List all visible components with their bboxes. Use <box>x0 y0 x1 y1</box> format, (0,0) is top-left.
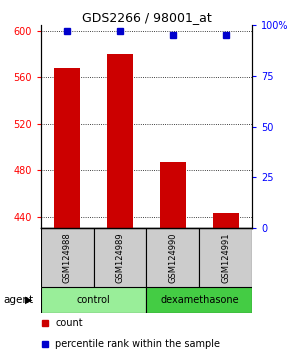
Text: GSM124991: GSM124991 <box>221 232 230 283</box>
Bar <box>200 228 252 287</box>
Text: control: control <box>77 295 110 305</box>
Text: agent: agent <box>3 295 33 305</box>
Text: count: count <box>55 319 83 329</box>
Text: dexamethasone: dexamethasone <box>160 295 239 305</box>
Text: ▶: ▶ <box>25 295 32 305</box>
Text: GSM124989: GSM124989 <box>115 232 124 283</box>
Bar <box>41 228 93 287</box>
Title: GDS2266 / 98001_at: GDS2266 / 98001_at <box>81 11 211 24</box>
Text: GSM124988: GSM124988 <box>63 232 72 283</box>
Text: percentile rank within the sample: percentile rank within the sample <box>55 339 220 349</box>
Bar <box>41 287 146 313</box>
Bar <box>213 213 239 228</box>
Bar <box>93 228 146 287</box>
Text: GSM124990: GSM124990 <box>168 232 177 283</box>
Bar <box>107 54 133 228</box>
Bar <box>146 228 200 287</box>
Bar <box>54 68 80 228</box>
Bar <box>160 162 186 228</box>
Bar <box>146 287 252 313</box>
